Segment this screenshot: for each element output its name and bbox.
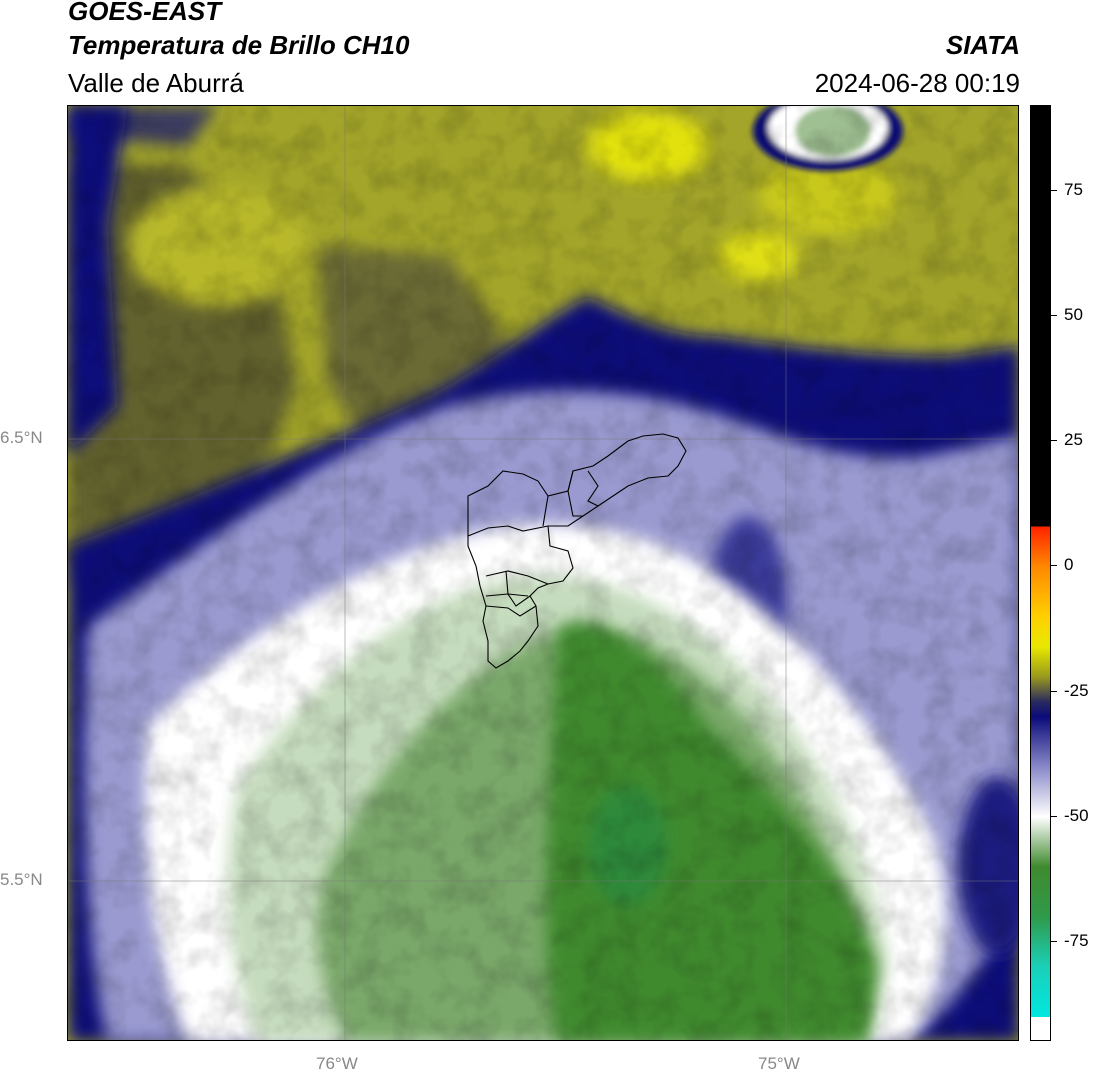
satellite-title: GOES-EAST — [68, 0, 222, 26]
colorbar-tick — [1051, 690, 1057, 692]
colorbar-gradient — [1031, 106, 1050, 1040]
colorbar-tick-label: 25 — [1064, 430, 1083, 450]
colorbar-tick-label: -25 — [1064, 680, 1089, 700]
lon-label-76w: 76°W — [316, 1054, 358, 1073]
temperature-colorbar — [1030, 105, 1051, 1041]
product-title: Temperatura de Brillo CH10 — [68, 30, 410, 60]
lat-label-6-5n: 6.5°N — [0, 428, 43, 447]
colorbar-tick — [1051, 190, 1057, 192]
colorbar-tick — [1051, 440, 1057, 442]
texture-noise — [68, 106, 1018, 1040]
colorbar-tick — [1051, 815, 1057, 817]
institution-label: SIATA — [945, 30, 1020, 60]
region-subtitle: Valle de Aburrá — [68, 68, 244, 98]
colorbar-tick-label: 50 — [1064, 305, 1083, 325]
graticule — [68, 106, 1018, 1040]
colorbar-tick-label: -50 — [1064, 805, 1089, 825]
municipality-boundaries — [467, 433, 687, 669]
lat-label-5-5n: 5.5°N — [0, 870, 43, 889]
colorbar-tick — [1051, 315, 1057, 317]
lon-label-75w: 75°W — [758, 1054, 800, 1073]
colorbar-tick-label: 75 — [1064, 180, 1083, 200]
satellite-map[interactable] — [67, 105, 1019, 1041]
colorbar-tick — [1051, 565, 1057, 567]
brightness-temperature-field — [68, 106, 1018, 1040]
colorbar-tick-label: 0 — [1064, 555, 1074, 575]
datetime-label: 2024-06-28 00:19 — [814, 68, 1020, 98]
colorbar-tick-label: -75 — [1064, 930, 1089, 950]
colorbar-tick — [1051, 940, 1057, 942]
